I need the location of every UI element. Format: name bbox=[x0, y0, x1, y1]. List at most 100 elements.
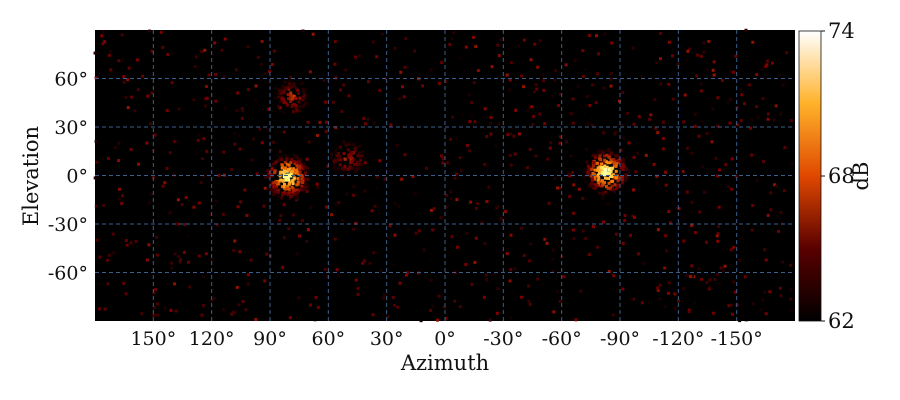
heatmap-cell bbox=[488, 202, 492, 206]
heatmap-cell bbox=[769, 208, 773, 212]
x-tick-label: 120° bbox=[189, 328, 235, 350]
heatmap-cell bbox=[393, 233, 397, 237]
heatmap-cell bbox=[152, 306, 156, 310]
heatmap-cell bbox=[761, 96, 765, 100]
heatmap-cell bbox=[283, 160, 287, 164]
heatmap-cell bbox=[214, 72, 218, 76]
heatmap-cell bbox=[180, 202, 184, 206]
heatmap-cell bbox=[305, 157, 309, 161]
heatmap-cell bbox=[292, 213, 296, 217]
heatmap-cell bbox=[98, 255, 102, 259]
heatmap-cell bbox=[538, 112, 542, 116]
heatmap-cell bbox=[285, 103, 289, 107]
heatmap-cell bbox=[622, 80, 626, 84]
heatmap-cell bbox=[452, 31, 456, 35]
heatmap-cell bbox=[776, 229, 780, 233]
heatmap-cell bbox=[520, 74, 524, 78]
heatmap-cell bbox=[335, 158, 339, 162]
heatmap-cell bbox=[621, 241, 625, 245]
heatmap-cell bbox=[306, 182, 310, 186]
heatmap-cell bbox=[260, 39, 264, 43]
heatmap-cell bbox=[366, 117, 370, 121]
heatmap-cell bbox=[677, 299, 681, 303]
heatmap-cell bbox=[444, 316, 448, 320]
heatmap-cell bbox=[263, 279, 267, 283]
heatmap-cell bbox=[192, 205, 196, 209]
heatmap-cell bbox=[732, 280, 736, 284]
heatmap-cell bbox=[413, 49, 417, 53]
heatmap-cell bbox=[750, 228, 754, 232]
heatmap-cell bbox=[197, 201, 201, 205]
heatmap-cell bbox=[685, 273, 689, 277]
heatmap-cell bbox=[614, 164, 618, 168]
heatmap-cell bbox=[334, 126, 338, 130]
heatmap-cell bbox=[368, 261, 372, 265]
heatmap-cell bbox=[489, 115, 493, 119]
heatmap-cell bbox=[371, 40, 375, 44]
heatmap-cell bbox=[472, 81, 476, 85]
heatmap-cell bbox=[372, 121, 376, 125]
heatmap-cell bbox=[583, 113, 587, 117]
heatmap-cell bbox=[774, 184, 778, 188]
heatmap-cell bbox=[495, 277, 499, 281]
heatmap-cell bbox=[718, 282, 722, 286]
heatmap-cell bbox=[296, 196, 300, 200]
heatmap-cell bbox=[294, 168, 298, 172]
heatmap-cell bbox=[315, 182, 319, 186]
heatmap-cell bbox=[632, 122, 636, 126]
heatmap-cell bbox=[585, 160, 589, 164]
heatmap-cell bbox=[615, 187, 619, 191]
heatmap-cell bbox=[549, 141, 553, 145]
heatmap-cell bbox=[339, 158, 343, 162]
heatmap-cell bbox=[629, 233, 633, 237]
heatmap-cell bbox=[693, 231, 697, 235]
heatmap-cell bbox=[769, 191, 773, 195]
heatmap-cell bbox=[596, 72, 600, 76]
heatmap-cell bbox=[449, 190, 453, 194]
heatmap-cell bbox=[377, 184, 381, 188]
heatmap-cell bbox=[222, 150, 226, 154]
heatmap-cell bbox=[260, 141, 264, 145]
heatmap-cell bbox=[597, 176, 601, 180]
heatmap-cell bbox=[197, 133, 201, 137]
heatmap-cell bbox=[338, 145, 342, 149]
heatmap-cell bbox=[274, 86, 278, 90]
heatmap-cell bbox=[715, 234, 719, 238]
heatmap-cell bbox=[464, 290, 468, 294]
heatmap-cell bbox=[609, 180, 613, 184]
heatmap-cell bbox=[105, 258, 109, 262]
heatmap-cell bbox=[599, 160, 603, 164]
heatmap-cell bbox=[193, 65, 197, 69]
heatmap-cell bbox=[302, 187, 306, 191]
heatmap-cell bbox=[361, 261, 365, 265]
heatmap-cell bbox=[499, 217, 503, 221]
heatmap-cell bbox=[152, 291, 156, 295]
heatmap-cell bbox=[356, 292, 360, 296]
heatmap-cell bbox=[551, 257, 555, 261]
heatmap-cell bbox=[644, 153, 648, 157]
heatmap-cell bbox=[221, 212, 225, 216]
heatmap-cell bbox=[324, 120, 328, 124]
heatmap-cell bbox=[288, 191, 292, 195]
heatmap-cell bbox=[170, 81, 174, 85]
heatmap-cell bbox=[716, 239, 720, 243]
heatmap-cell bbox=[393, 46, 397, 50]
heatmap-cell bbox=[286, 192, 290, 196]
heatmap-cell bbox=[520, 226, 524, 230]
heatmap-cell bbox=[291, 182, 295, 186]
heatmap-cell bbox=[631, 297, 635, 301]
heatmap-cell bbox=[663, 291, 667, 295]
heatmap-cell bbox=[290, 171, 294, 175]
heatmap-cell bbox=[302, 107, 306, 111]
heatmap-cell bbox=[618, 159, 622, 163]
heatmap-cell bbox=[637, 115, 641, 119]
heatmap-cell bbox=[603, 176, 607, 180]
heatmap-cell bbox=[708, 278, 712, 282]
heatmap-cell bbox=[522, 85, 526, 89]
heatmap-cell bbox=[93, 176, 97, 180]
heatmap-cell bbox=[667, 281, 671, 285]
heatmap-cell bbox=[301, 167, 305, 171]
heatmap-cell bbox=[280, 87, 284, 91]
heatmap-cell bbox=[546, 157, 550, 161]
heatmap-cell bbox=[356, 286, 360, 290]
